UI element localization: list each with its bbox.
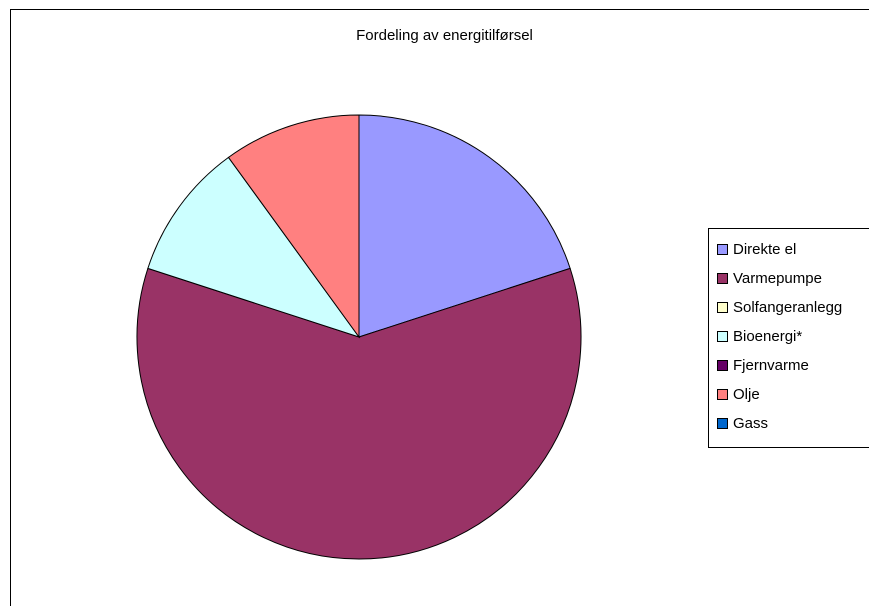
legend-label: Direkte el <box>733 241 797 258</box>
legend-item: Direkte el <box>709 235 869 264</box>
legend-label: Gass <box>733 415 769 432</box>
legend: Direkte el Varmepumpe Solfangeranlegg Bioen… <box>708 228 869 448</box>
legend-swatch <box>717 331 728 342</box>
chart-title: Fordeling av energitilførsel <box>356 27 533 44</box>
legend-swatch <box>717 389 728 400</box>
legend-swatch <box>717 302 728 313</box>
legend-item: Bioenergi* <box>709 322 869 351</box>
pie-slice-olje <box>227 114 360 339</box>
legend-swatch <box>717 418 728 429</box>
legend-item: Gass <box>709 409 869 438</box>
legend-label: Varmepumpe <box>733 270 822 287</box>
legend-label: Olje <box>733 386 760 403</box>
legend-swatch <box>717 360 728 371</box>
legend-item: Solfangeranlegg <box>709 293 869 322</box>
legend-label: Fjernvarme <box>733 357 809 374</box>
legend-item: Olje <box>709 380 869 409</box>
legend-label: Solfangeranlegg <box>733 299 843 316</box>
legend-label: Bioenergi* <box>733 328 803 345</box>
legend-swatch <box>717 273 728 284</box>
pie-slice-varmepumpe <box>136 267 582 560</box>
pie-slices <box>136 114 582 560</box>
pie-slice-direkte-el <box>358 114 571 338</box>
pie-slice-bioenergi <box>147 156 361 338</box>
legend-swatch <box>717 244 728 255</box>
legend-item: Fjernvarme <box>709 351 869 380</box>
legend-item: Varmepumpe <box>709 264 869 293</box>
